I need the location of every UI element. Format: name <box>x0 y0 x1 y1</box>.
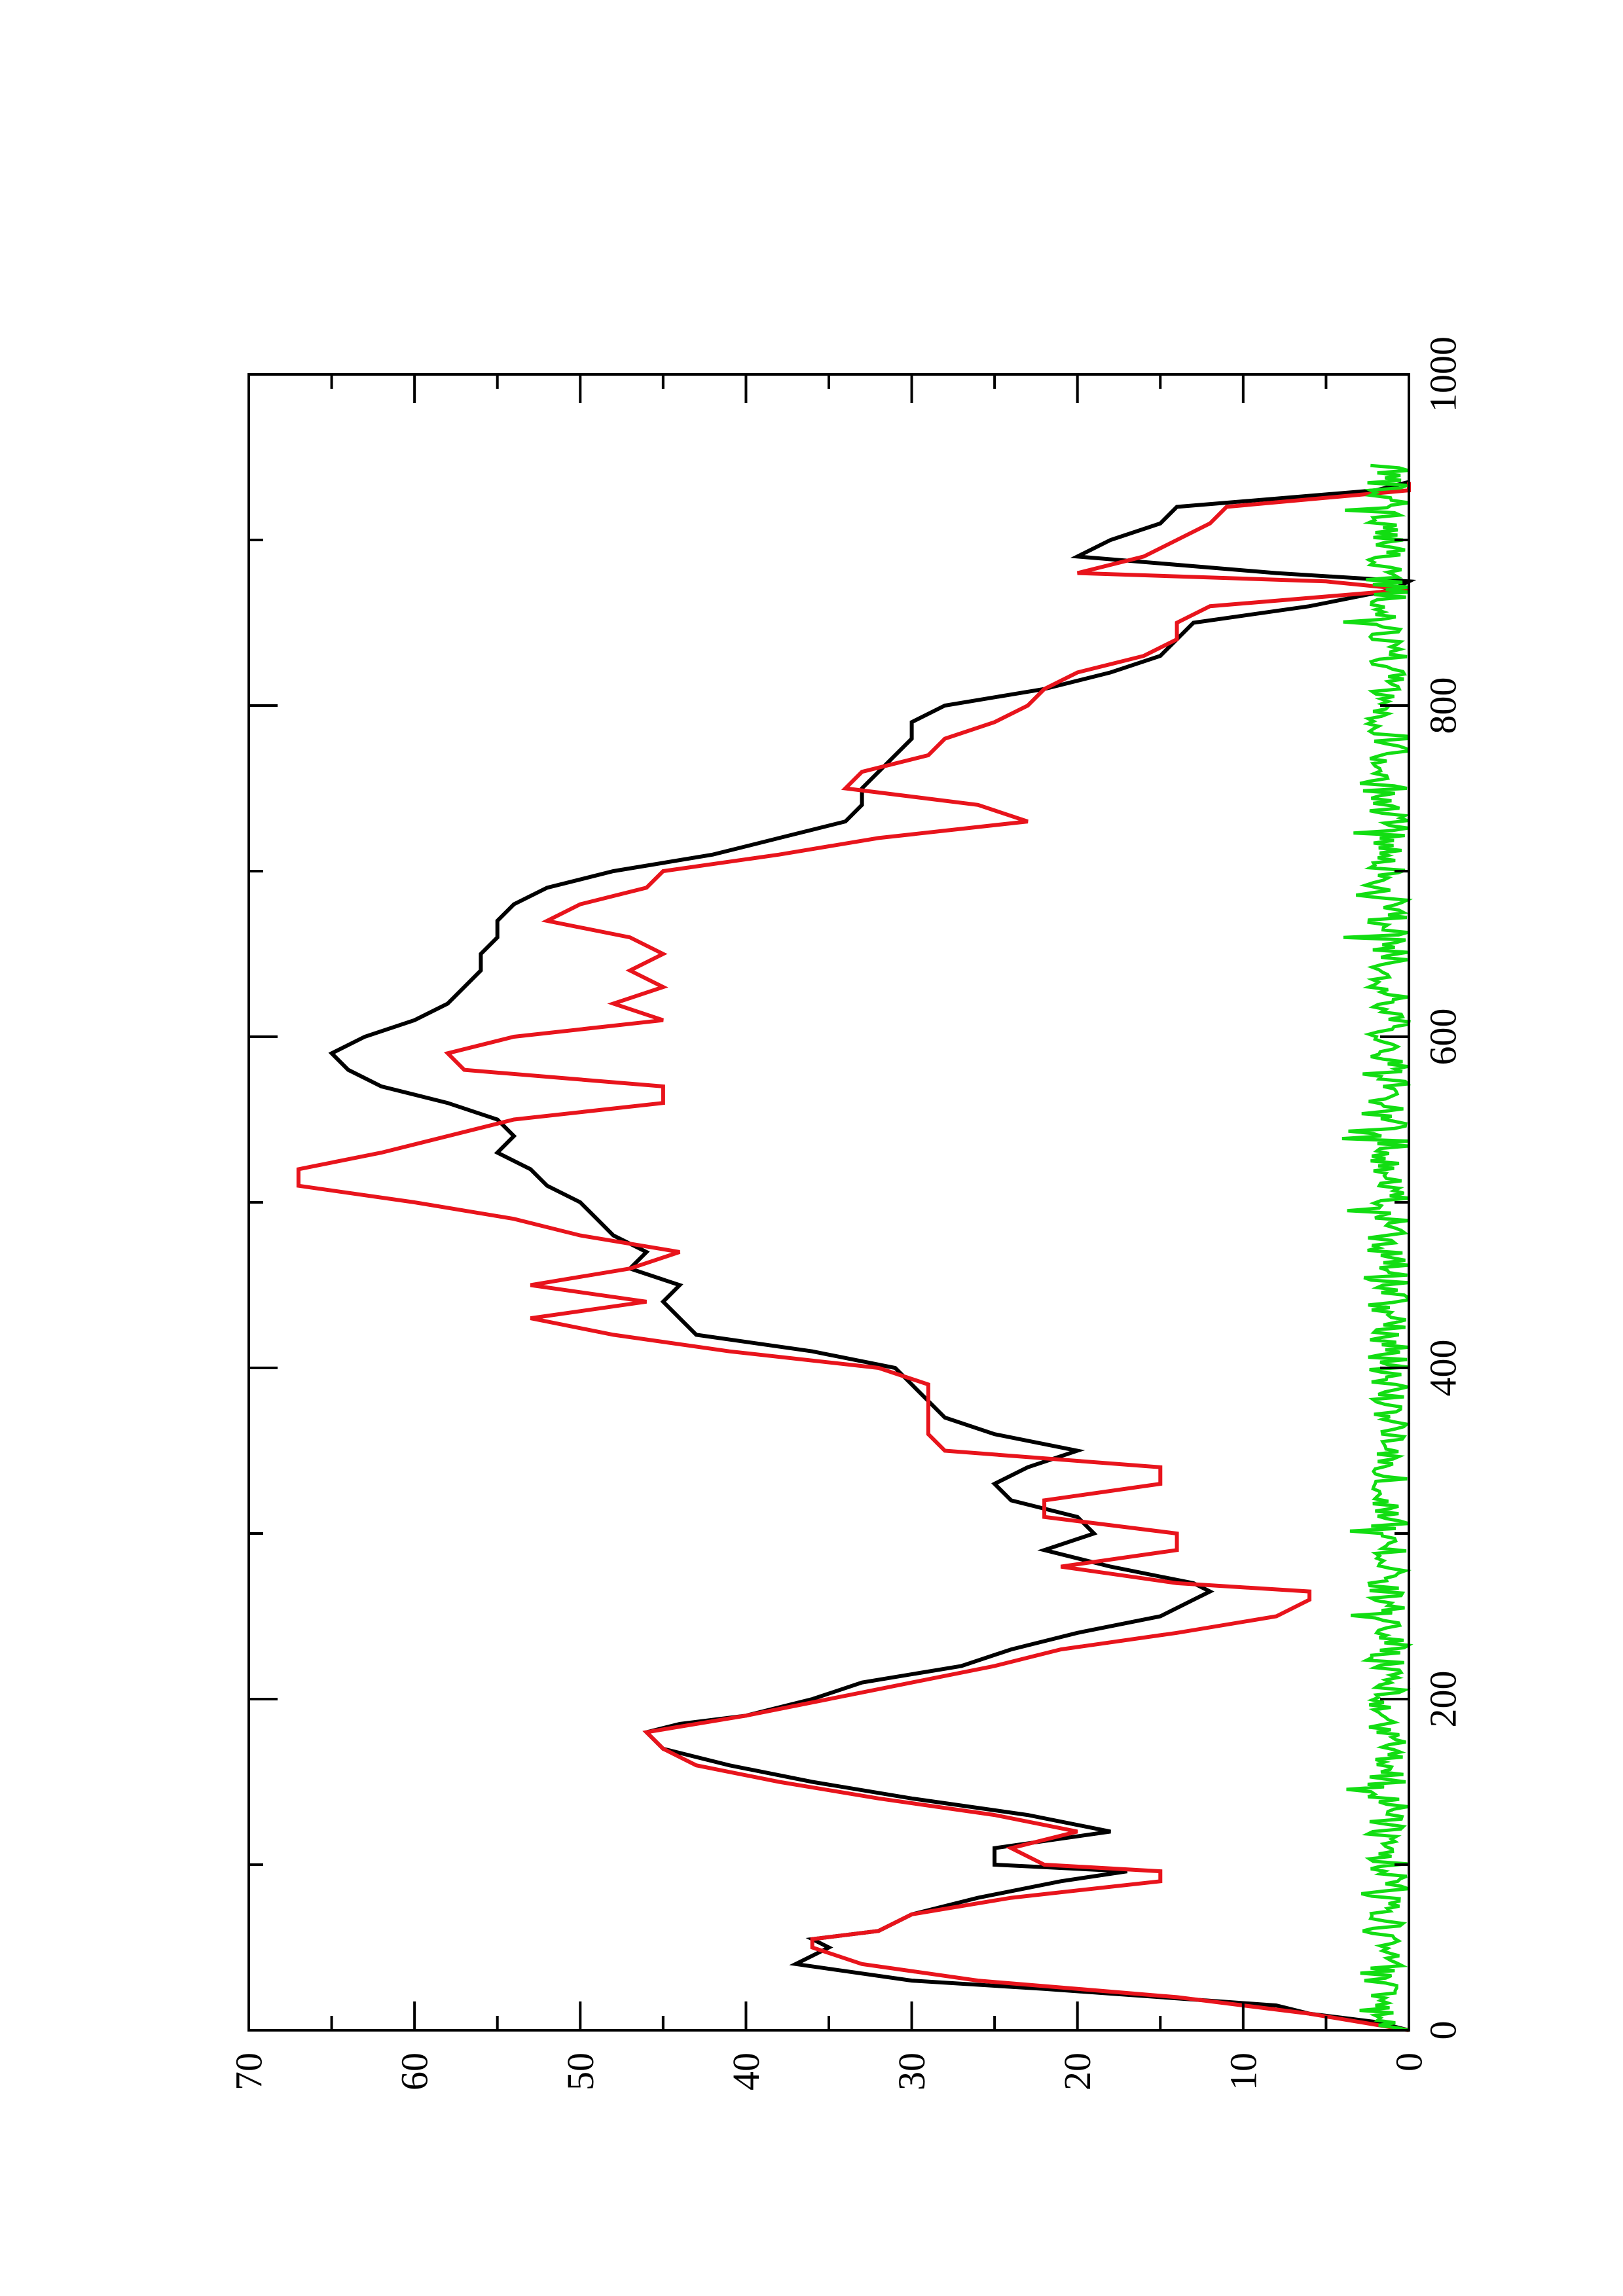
y-tick-label: 20 <box>1056 2053 1099 2090</box>
green-series-line <box>1341 463 1413 2032</box>
y-tick-label: 50 <box>559 2053 602 2090</box>
y-tick-label: 10 <box>1222 2053 1264 2090</box>
y-tick-label: 70 <box>228 2053 270 2090</box>
y-tick-label: 60 <box>393 2053 436 2090</box>
axes-layer <box>247 373 1410 2032</box>
red-series-line <box>296 482 1411 2032</box>
x-tick-label: 800 <box>1422 677 1465 734</box>
x-tick-label: 200 <box>1422 1671 1465 1728</box>
black-series-line <box>328 480 1417 2032</box>
tick-labels-layer: 0 200 400 600 800 1000 0 10 20 30 40 50 60 70 <box>228 336 1465 2090</box>
x-tick-label: 400 <box>1422 1340 1465 1397</box>
y-tick-label: 30 <box>890 2053 933 2090</box>
y-tick-label: 0 <box>1388 2053 1431 2072</box>
x-tick-label: 600 <box>1422 1009 1465 1066</box>
x-tick-label: 1000 <box>1422 336 1465 412</box>
series-layer <box>296 463 1417 2032</box>
x-tick-label: 0 <box>1422 2021 1465 2040</box>
y-tick-label: 40 <box>725 2053 767 2090</box>
